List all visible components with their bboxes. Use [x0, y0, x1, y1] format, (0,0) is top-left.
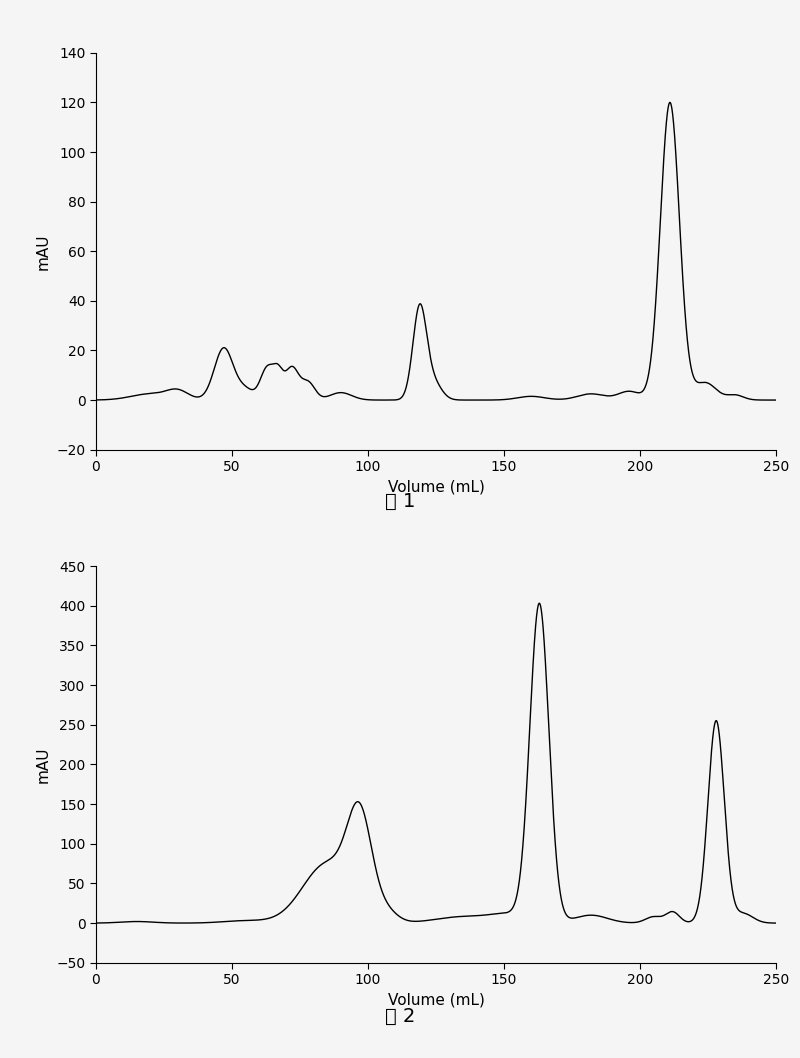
X-axis label: Volume (mL): Volume (mL): [387, 992, 485, 1008]
Text: 图 2: 图 2: [385, 1007, 415, 1026]
X-axis label: Volume (mL): Volume (mL): [387, 479, 485, 495]
Y-axis label: mAU: mAU: [36, 233, 51, 270]
Y-axis label: mAU: mAU: [36, 746, 51, 783]
Text: 图 1: 图 1: [385, 492, 415, 511]
